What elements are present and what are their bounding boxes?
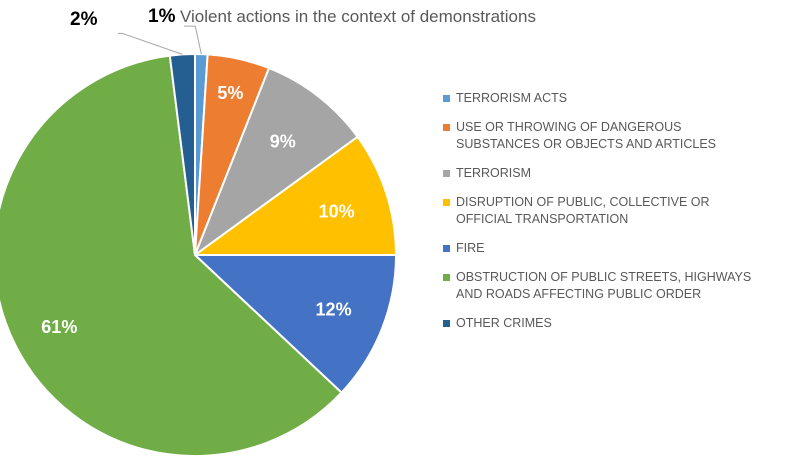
legend-item-disruption-of-public-collective-or-official-transportation: DISRUPTION OF PUBLIC, COLLECTIVE OR OFFIC… (443, 194, 793, 228)
legend-label: OTHER CRIMES (456, 316, 552, 330)
data-label-other-crimes: 2% (70, 9, 98, 30)
data-label-terrorism-acts: 1% (148, 6, 176, 27)
legend-label: TERRORISM (456, 166, 531, 180)
legend-label: FIRE (456, 241, 485, 255)
legend-swatch (443, 274, 450, 281)
pie-slice-fire (192, 254, 398, 395)
legend-item-terrorism-acts: TERRORISM ACTS (443, 90, 793, 107)
legend-label: OBSTRUCTION OF PUBLIC STREETS, HIGHWAYS A… (456, 270, 752, 301)
legend-swatch (443, 124, 450, 131)
legend: TERRORISM ACTS USE OR THROWING OF DANGERO… (443, 90, 793, 344)
legend-label: TERRORISM ACTS (456, 91, 568, 105)
legend-item-use-or-throwing-of-dangerous-substances-or-objects-and-articles: USE OR THROWING OF DANGEROUS SUBSTANCES O… (443, 119, 793, 153)
pie-slice-disruption-of-public-collective-or-official-transportation (191, 135, 398, 256)
legend-item-obstruction-of-public-streets-highways-and-roads-affecting-public-order: OBSTRUCTION OF PUBLIC STREETS, HIGHWAYS A… (443, 269, 793, 303)
legend-swatch (443, 170, 450, 177)
data-label-terrorism: 9% (270, 132, 296, 152)
legend-label: USE OR THROWING OF DANGEROUS SUBSTANCES O… (456, 120, 717, 151)
legend-swatch (443, 95, 450, 102)
data-label-use-or-throwing-of-dangerous-substances-or-objects-and-articles: 5% (217, 83, 243, 103)
pie-slice-obstruction-of-public-streets-highways-and-roads-affecting-public-order (0, 54, 343, 457)
chart-title: Violent actions in the context of demons… (180, 7, 536, 26)
data-label-fire: 12% (316, 299, 352, 319)
legend-item-fire: FIRE (443, 240, 793, 257)
data-label-obstruction-of-public-streets-highways-and-roads-affecting-public-order: 61% (41, 317, 77, 337)
legend-item-other-crimes: OTHER CRIMES (443, 315, 793, 332)
legend-swatch (443, 199, 450, 206)
data-label-disruption-of-public-collective-or-official-transportation: 10% (319, 201, 355, 221)
pie-slice-terrorism (192, 66, 360, 258)
legend-item-terrorism: TERRORISM (443, 165, 793, 182)
legend-label: DISRUPTION OF PUBLIC, COLLECTIVE OR OFFIC… (456, 195, 710, 226)
leader-line-terrorism-acts (184, 25, 202, 55)
legend-swatch (443, 245, 450, 252)
legend-swatch (443, 320, 450, 327)
leader-line-other-crimes (118, 32, 183, 55)
